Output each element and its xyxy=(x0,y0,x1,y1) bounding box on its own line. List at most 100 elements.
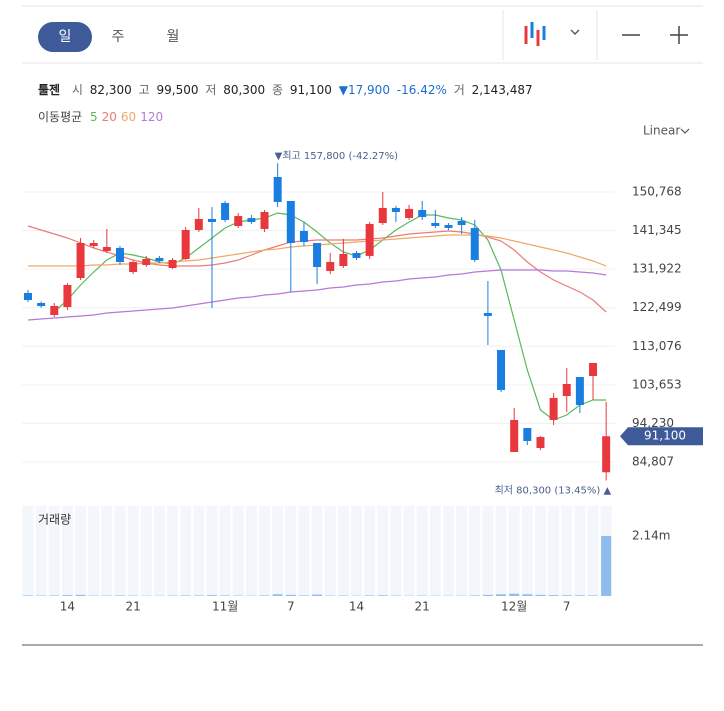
volume-bar xyxy=(299,595,309,596)
volume-column-bg xyxy=(272,506,283,596)
candle-body xyxy=(63,285,71,307)
candle-body xyxy=(602,436,610,472)
volume-column-bg xyxy=(548,506,559,596)
volume-column-bg xyxy=(351,506,362,596)
volume-last-label: 2.14m xyxy=(632,528,670,542)
candle-body xyxy=(510,420,518,452)
volume-column-bg xyxy=(588,506,599,596)
x-tick-label: 7 xyxy=(287,600,295,614)
tab[interactable]: 일 xyxy=(59,29,72,45)
field-value: 82,300 xyxy=(90,83,132,97)
info-line: 툴젠 시 82,300 고 99,500 저 80,300 종 91,100 ▼… xyxy=(38,82,533,97)
low-annotation: 최저 80,300 (13.45%) ▲ xyxy=(495,484,612,496)
volume-column-bg xyxy=(23,506,34,596)
scale-selector[interactable]: Linear xyxy=(643,124,680,138)
scale-chevron[interactable] xyxy=(681,129,689,133)
tab[interactable]: 월 xyxy=(167,29,180,45)
volume-column-bg xyxy=(482,506,493,596)
volume-column-bg xyxy=(325,506,336,596)
candle-body xyxy=(379,208,387,223)
candle-body xyxy=(313,243,321,267)
volume-column-bg xyxy=(114,506,125,596)
volume-bar xyxy=(207,595,217,596)
x-tick-label: 21 xyxy=(125,600,140,614)
volume-bar xyxy=(260,595,270,596)
volume-title: 거래량 xyxy=(38,513,71,527)
field-value: 80,300 xyxy=(223,83,265,97)
volume-bar xyxy=(194,595,204,596)
volume-bar xyxy=(23,595,33,596)
volume-column-bg xyxy=(390,506,401,596)
candle-body xyxy=(536,437,544,448)
x-tick-label: 7 xyxy=(563,600,571,614)
volume-bar xyxy=(562,595,572,596)
ma-legend-entry: 20 xyxy=(102,110,117,124)
volume-column-bg xyxy=(338,506,349,596)
candle-body xyxy=(392,208,400,212)
volume-column-bg xyxy=(88,506,99,596)
volume-bar xyxy=(115,595,125,596)
candle-body xyxy=(287,201,295,243)
high-annotation: ▼최고 157,800 (-42.27%) xyxy=(275,150,398,162)
candle-body xyxy=(300,231,308,242)
candle-body xyxy=(116,248,124,262)
volume-bar xyxy=(181,595,191,596)
candle-body xyxy=(444,225,452,228)
volume-bar xyxy=(470,595,480,596)
field-value: 99,500 xyxy=(157,83,199,97)
candle-body xyxy=(24,293,32,300)
candle-body xyxy=(77,243,85,278)
chart-type-button[interactable] xyxy=(526,22,579,46)
ma-label: 이동평균 xyxy=(38,110,82,124)
ma-legend-entry: 5 xyxy=(90,110,98,124)
volume-column-bg xyxy=(141,506,152,596)
volume-column-bg xyxy=(259,506,270,596)
volume-column-bg xyxy=(443,506,454,596)
stock-name: 툴젠 xyxy=(38,82,60,97)
volume-column-bg xyxy=(430,506,441,596)
volume-bar xyxy=(588,595,598,596)
candle-body xyxy=(458,221,466,225)
volume-column-bg xyxy=(180,506,191,596)
candle-body xyxy=(405,209,413,218)
volume-column-bg xyxy=(364,506,375,596)
candle-body xyxy=(90,243,98,246)
volume-column-bg xyxy=(220,506,231,596)
volume-bar xyxy=(286,595,296,596)
y-tick-label: 131,922 xyxy=(632,262,682,276)
y-tick-label: 84,807 xyxy=(632,454,674,468)
candle-body xyxy=(339,254,347,266)
volume-bar xyxy=(62,595,72,596)
volume-bar xyxy=(378,595,388,596)
zoom-in[interactable] xyxy=(670,26,688,44)
x-tick-label: 21 xyxy=(415,600,430,614)
volume-bar xyxy=(312,595,322,596)
candle-body xyxy=(261,212,269,229)
field-label: 종 xyxy=(272,83,283,97)
candle-body xyxy=(103,247,111,251)
volume-column-bg xyxy=(233,506,244,596)
volume-column-bg xyxy=(496,506,507,596)
candle-body xyxy=(589,363,597,376)
candle-body xyxy=(247,218,255,222)
field-label: 거 xyxy=(454,83,465,97)
change-rate: -16.42% xyxy=(397,83,447,97)
volume-bar xyxy=(49,595,59,596)
x-tick-label: 11월 xyxy=(212,600,238,614)
volume-column-bg xyxy=(561,506,572,596)
candle-body xyxy=(418,210,426,217)
x-tick-label: 14 xyxy=(349,600,364,614)
volume-column-bg xyxy=(298,506,309,596)
candle-body xyxy=(234,216,242,226)
volume-column-bg xyxy=(128,506,139,596)
tab[interactable]: 주 xyxy=(112,29,125,45)
y-tick-label: 103,653 xyxy=(632,377,682,391)
y-tick-label: 113,076 xyxy=(632,339,682,353)
x-tick-label: 12월 xyxy=(501,600,527,614)
volume-bar xyxy=(220,595,230,596)
volume-bar xyxy=(76,595,86,596)
volume-column-bg xyxy=(285,506,296,596)
y-tick-label: 141,345 xyxy=(632,223,682,237)
